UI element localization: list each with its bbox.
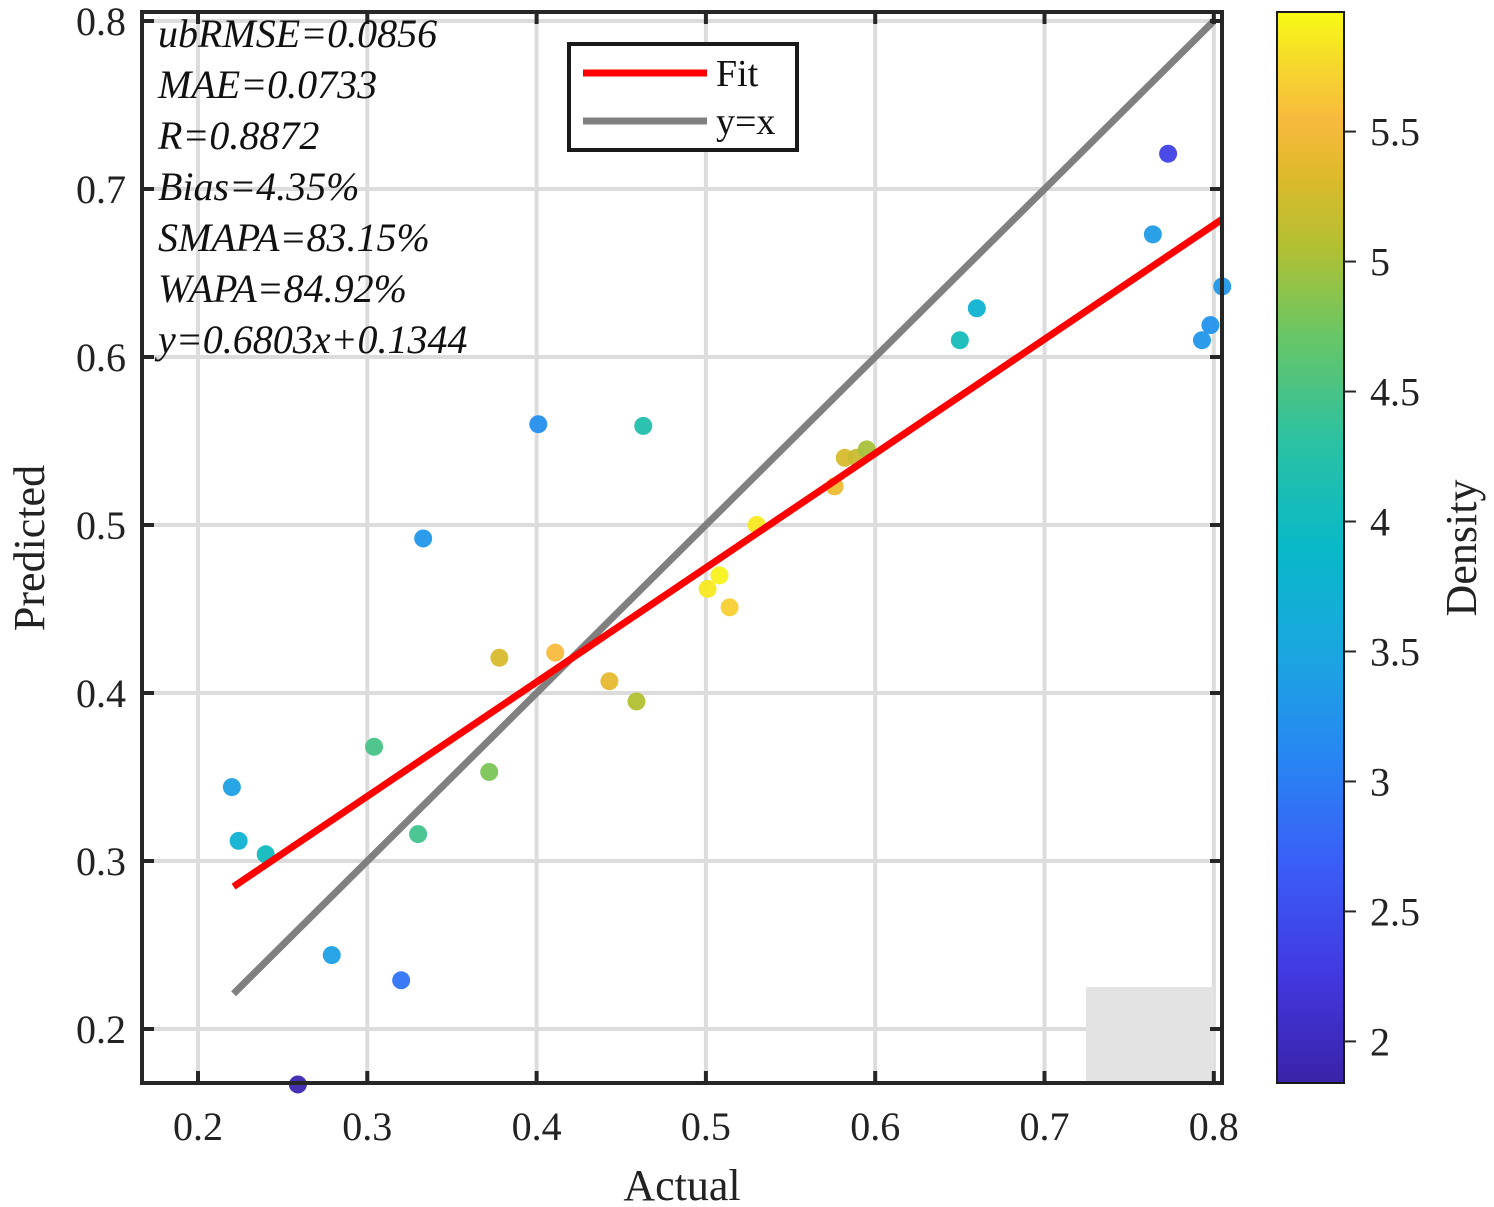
data-point — [365, 737, 384, 756]
stats-annotation: ubRMSE=0.0856 MAE=0.0733 R=0.8872 Bias=4… — [154, 11, 468, 362]
data-point — [480, 762, 499, 781]
data-point — [698, 579, 717, 598]
colorbar-tick-label: 5.5 — [1370, 110, 1420, 155]
data-point — [222, 778, 241, 797]
colorbar-tick-label: 4 — [1370, 500, 1390, 545]
data-point — [409, 825, 428, 844]
identity-line — [231, 18, 1217, 997]
stat-mae: MAE=0.0733 — [157, 62, 377, 107]
axes-frame — [140, 10, 1224, 1085]
data-point — [322, 946, 341, 965]
legend-label-identity: y=x — [716, 101, 775, 143]
data-point — [1143, 225, 1162, 244]
colorbar-tick-label: 2.5 — [1370, 889, 1420, 934]
data-point — [627, 692, 646, 711]
y-tick-label: 0.5 — [76, 503, 126, 548]
legend-label-fit: Fit — [716, 53, 759, 95]
data-point — [392, 971, 411, 990]
y-tick-label: 0.4 — [76, 671, 126, 716]
x-tick-label: 0.5 — [681, 1104, 731, 1149]
data-point — [950, 331, 969, 350]
y-tick-label: 0.8 — [76, 0, 126, 44]
axis-ticks — [142, 12, 1222, 1083]
stat-smapa: SMAPA=83.15% — [158, 215, 430, 260]
colorbar-tick-label: 5 — [1370, 240, 1390, 285]
y-tick-label: 0.2 — [76, 1007, 126, 1052]
y-tick-label: 0.3 — [76, 839, 126, 884]
data-point — [414, 529, 433, 548]
data-point — [490, 648, 509, 667]
data-point — [1159, 144, 1178, 163]
data-point — [720, 598, 739, 617]
data-point — [229, 831, 248, 850]
x-tick-label: 0.8 — [1189, 1104, 1239, 1149]
stat-r: R=0.8872 — [157, 113, 319, 158]
colorbar — [1276, 11, 1345, 1084]
data-point — [967, 299, 986, 318]
colorbar-tick-label: 3.5 — [1370, 629, 1420, 674]
y-axis-label: Predicted — [5, 465, 54, 631]
fit-line — [231, 216, 1225, 890]
y-tick-label: 0.7 — [76, 167, 126, 212]
legend-box — [567, 42, 799, 152]
colorbar-tick-label: 3 — [1370, 759, 1390, 804]
legend: Fit y=x — [567, 42, 799, 152]
stat-ubrmse: ubRMSE=0.0856 — [158, 11, 437, 56]
stat-bias: Bias=4.35% — [158, 164, 359, 209]
scatter-points — [222, 144, 1232, 1094]
colorbar-label: Density — [1437, 480, 1486, 617]
x-tick-label: 0.2 — [173, 1104, 223, 1149]
colorbar-tick-label: 4.5 — [1370, 370, 1420, 415]
y-tick-labels: 0.2 0.3 0.4 0.5 0.6 0.7 0.8 — [76, 0, 126, 1052]
x-tick-label: 0.3 — [342, 1104, 392, 1149]
stat-fit-equation: y=0.6803x+0.1344 — [154, 317, 468, 362]
x-tick-label: 0.7 — [1020, 1104, 1070, 1149]
empty-inset-box — [1086, 987, 1214, 1081]
x-tick-label: 0.4 — [512, 1104, 562, 1149]
colorbar-ticks: 2 2.5 3 3.5 4 4.5 5 5.5 — [1344, 110, 1420, 1064]
data-point — [1201, 316, 1220, 335]
x-axis-label: Actual — [623, 1161, 740, 1207]
data-point — [1192, 331, 1211, 350]
data-point — [546, 643, 565, 662]
x-tick-label: 0.6 — [850, 1104, 900, 1149]
stat-wapa: WAPA=84.92% — [158, 266, 407, 311]
y-tick-label: 0.6 — [76, 335, 126, 380]
x-tick-labels: 0.2 0.3 0.4 0.5 0.6 0.7 0.8 — [173, 1104, 1239, 1149]
data-point — [634, 416, 653, 435]
colorbar-tick-label: 2 — [1370, 1019, 1390, 1064]
data-point — [529, 415, 548, 434]
data-point — [600, 672, 619, 691]
data-point — [710, 566, 729, 585]
